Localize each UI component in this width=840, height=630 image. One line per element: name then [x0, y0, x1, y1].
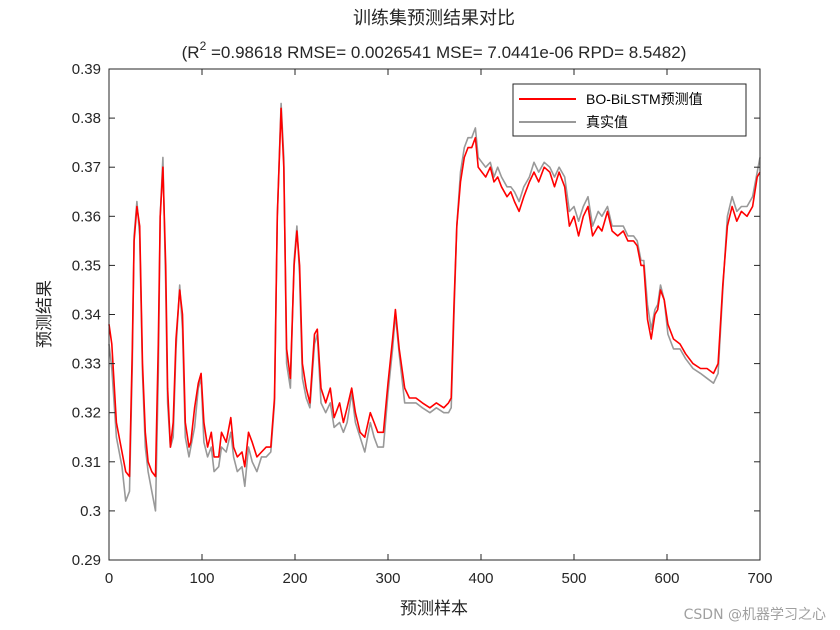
- y-tick-label: 0.32: [72, 405, 101, 422]
- y-tick-label: 0.29: [72, 552, 101, 569]
- y-axis-label: 预测结果: [35, 280, 55, 348]
- y-tick-label: 0.38: [72, 110, 101, 127]
- r2-prefix: (R: [182, 43, 200, 62]
- x-tick-label: 200: [282, 570, 307, 587]
- x-tick-label: 500: [561, 570, 586, 587]
- series-layer: [108, 102, 761, 512]
- metrics-values: =0.98618 RMSE= 0.0026541 MSE= 7.0441e-06…: [206, 43, 686, 62]
- r2-superscript: 2: [200, 39, 207, 53]
- series-line-prediction: [108, 107, 761, 478]
- legend-label-prediction: BO-BiLSTM预测值: [586, 91, 703, 107]
- legend-label-actual: 真实值: [586, 114, 628, 130]
- watermark: CSDN @机器学习之心: [683, 607, 826, 623]
- y-tick-label: 0.33: [72, 356, 101, 373]
- plot-area: [109, 69, 760, 560]
- x-tick-label: 300: [375, 570, 400, 587]
- x-axis-label: 预测样本: [400, 599, 468, 619]
- x-tick-label: 0: [105, 570, 113, 587]
- y-tick-label: 0.36: [72, 208, 101, 225]
- tick-layer: 0 100 200 300 400 500 600 700 0.29 0.3 0.31 0.32 0.3…: [72, 61, 773, 587]
- y-tick-label: 0.31: [72, 454, 101, 471]
- x-tick-label: 600: [654, 570, 679, 587]
- y-tick-label: 0.35: [72, 257, 101, 274]
- legend: BO-BiLSTM预测值 真实值: [512, 83, 747, 137]
- y-tick-label: 0.34: [72, 307, 101, 324]
- x-tick-label: 400: [468, 570, 493, 587]
- x-tick-label: 100: [189, 570, 214, 587]
- chart-metrics-subtitle: (R2 =0.98618 RMSE= 0.0026541 MSE= 7.0441…: [182, 39, 687, 62]
- series-line-actual: [108, 102, 761, 512]
- legend-box: [512, 83, 747, 137]
- x-tick-label: 700: [747, 570, 772, 587]
- y-tick-label: 0.3: [80, 503, 101, 520]
- chart-title: 训练集预测结果对比: [353, 8, 515, 29]
- y-tick-label: 0.37: [72, 159, 101, 176]
- y-tick-label: 0.39: [72, 61, 101, 78]
